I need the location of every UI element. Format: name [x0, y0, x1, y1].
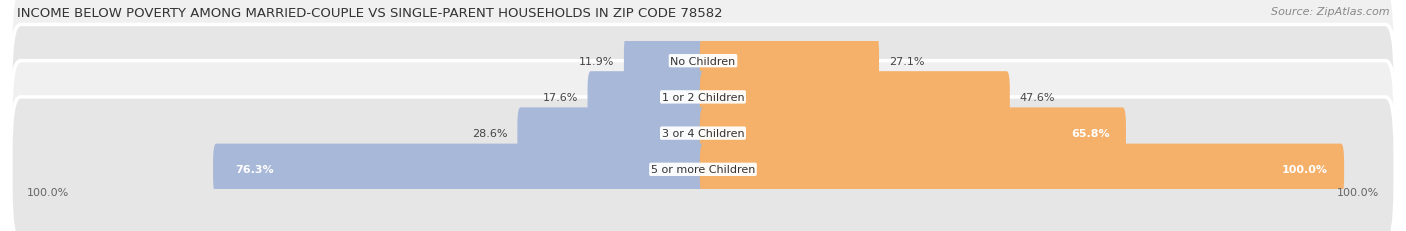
FancyBboxPatch shape	[588, 72, 706, 123]
Text: 28.6%: 28.6%	[472, 128, 508, 139]
FancyBboxPatch shape	[517, 108, 706, 159]
Text: 11.9%: 11.9%	[579, 56, 614, 66]
FancyBboxPatch shape	[624, 36, 706, 87]
FancyBboxPatch shape	[11, 97, 1395, 231]
Text: 1 or 2 Children: 1 or 2 Children	[662, 92, 744, 103]
FancyBboxPatch shape	[700, 144, 1344, 195]
Text: INCOME BELOW POVERTY AMONG MARRIED-COUPLE VS SINGLE-PARENT HOUSEHOLDS IN ZIP COD: INCOME BELOW POVERTY AMONG MARRIED-COUPL…	[17, 7, 723, 20]
Text: 47.6%: 47.6%	[1019, 92, 1054, 103]
FancyBboxPatch shape	[214, 144, 706, 195]
Text: 100.0%: 100.0%	[1337, 188, 1379, 198]
FancyBboxPatch shape	[11, 25, 1395, 170]
Text: 5 or more Children: 5 or more Children	[651, 165, 755, 175]
FancyBboxPatch shape	[700, 36, 879, 87]
FancyBboxPatch shape	[700, 108, 1126, 159]
FancyBboxPatch shape	[700, 72, 1010, 123]
FancyBboxPatch shape	[11, 61, 1395, 206]
Text: 65.8%: 65.8%	[1071, 128, 1109, 139]
Text: 76.3%: 76.3%	[235, 165, 274, 175]
Text: 27.1%: 27.1%	[889, 56, 924, 66]
Text: 100.0%: 100.0%	[27, 188, 69, 198]
Text: 100.0%: 100.0%	[1282, 165, 1329, 175]
Text: Source: ZipAtlas.com: Source: ZipAtlas.com	[1271, 7, 1389, 17]
Text: 3 or 4 Children: 3 or 4 Children	[662, 128, 744, 139]
Text: No Children: No Children	[671, 56, 735, 66]
FancyBboxPatch shape	[11, 0, 1395, 134]
Text: 17.6%: 17.6%	[543, 92, 578, 103]
